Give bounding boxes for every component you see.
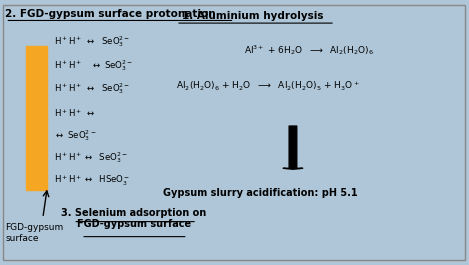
Text: Al$_2$(H$_2$O)$_6$ + H$_2$O  $\longrightarrow$  Al$_2$(H$_2$O)$_5$ + H$_3$O$^+$: Al$_2$(H$_2$O)$_6$ + H$_2$O $\longrighta… <box>176 79 360 92</box>
Text: 3. Selenium adsorption on
FGD-gypsum surface: 3. Selenium adsorption on FGD-gypsum sur… <box>61 208 206 229</box>
Text: $\leftrightarrow$ SeO$_3^{2-}$: $\leftrightarrow$ SeO$_3^{2-}$ <box>54 128 97 143</box>
Text: FGD-gypsum
surface: FGD-gypsum surface <box>5 223 64 243</box>
Text: H$^+$H$^+$ $\leftrightarrow$  SeO$_3^{2-}$: H$^+$H$^+$ $\leftrightarrow$ SeO$_3^{2-}… <box>54 34 131 49</box>
Text: H$^+$H$^+$ $\leftrightarrow$: H$^+$H$^+$ $\leftrightarrow$ <box>54 107 96 118</box>
FancyBboxPatch shape <box>26 46 47 191</box>
Text: 1. Aluminium hydrolysis: 1. Aluminium hydrolysis <box>182 11 324 21</box>
Text: H$^+$H$^+$ $\leftrightarrow$  SeO$_3^{2-}$: H$^+$H$^+$ $\leftrightarrow$ SeO$_3^{2-}… <box>54 82 131 96</box>
Text: H$^+$H$^+$$\leftrightarrow$  SeO$_3^{2-}$: H$^+$H$^+$$\leftrightarrow$ SeO$_3^{2-}$ <box>54 150 128 165</box>
Text: H$^+$H$^+$$\leftrightarrow$  HSeO$_3^-$: H$^+$H$^+$$\leftrightarrow$ HSeO$_3^-$ <box>54 174 131 188</box>
Text: H$^+$H$^+$   $\leftrightarrow$ SeO$_3^{2-}$: H$^+$H$^+$ $\leftrightarrow$ SeO$_3^{2-}… <box>54 58 134 73</box>
Text: 2. FGD-gypsum surface protonation: 2. FGD-gypsum surface protonation <box>5 8 216 19</box>
Text: Gypsum slurry acidification: pH 5.1: Gypsum slurry acidification: pH 5.1 <box>163 188 357 198</box>
Text: Al$^{3+}$ + 6H$_2$O  $\longrightarrow$  Al$_2$(H$_2$O)$_6$: Al$^{3+}$ + 6H$_2$O $\longrightarrow$ Al… <box>244 43 374 57</box>
